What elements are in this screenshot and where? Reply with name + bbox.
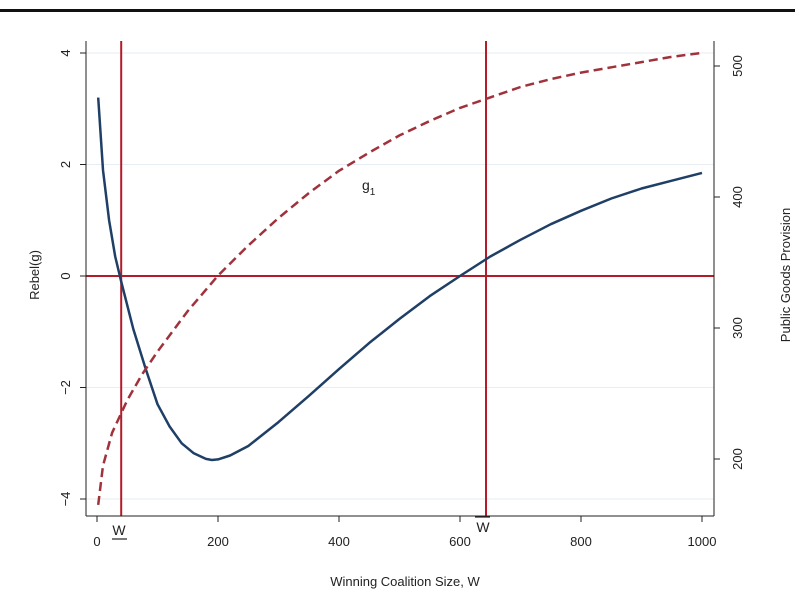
x-tick-label-200: 200	[207, 534, 229, 549]
curve-label-text: g	[362, 177, 370, 193]
axes	[80, 41, 720, 522]
x-tick-label-600: 600	[449, 534, 471, 549]
x-tick-label-800: 800	[570, 534, 592, 549]
x-axis-title: Winning Coalition Size, W	[330, 574, 480, 589]
x-tick-label-400: 400	[328, 534, 350, 549]
w-lower-label: W	[112, 522, 126, 538]
y-left-tick-label--2: −2	[58, 380, 73, 395]
x-tick-label-0: 0	[93, 534, 100, 549]
y-left-tick-label--4: −4	[58, 492, 73, 507]
reference-lines	[86, 41, 714, 516]
y-right-tick-label-500: 500	[730, 55, 745, 77]
top-bar	[0, 0, 795, 15]
series-lines	[96, 51, 703, 506]
w-upper-label: W	[476, 519, 490, 535]
y-left-tick-label-4: 4	[58, 49, 73, 56]
curve-label-g1: g1	[362, 177, 376, 198]
y-left-tick-label-2: 2	[58, 161, 73, 168]
y-right-tick-label-400: 400	[730, 186, 745, 208]
curve-label-subscript: 1	[370, 187, 376, 198]
y-axis-right-title: Public Goods Provision	[778, 208, 793, 342]
top-rule	[0, 9, 795, 12]
x-tick-label-1000: 1000	[688, 534, 717, 549]
y-left-tick-label-0: 0	[58, 272, 73, 279]
public-goods-series-line	[96, 51, 703, 506]
rebel-series-line	[96, 97, 703, 462]
tick-labels: 0 200 400 600 800 1000 −4 −2 0 2 4 200 300 400 500	[58, 49, 745, 549]
y-right-tick-label-300: 300	[730, 317, 745, 339]
y-right-tick-label-200: 200	[730, 448, 745, 470]
y-axis-left-title: Rebel(g)	[27, 250, 42, 300]
